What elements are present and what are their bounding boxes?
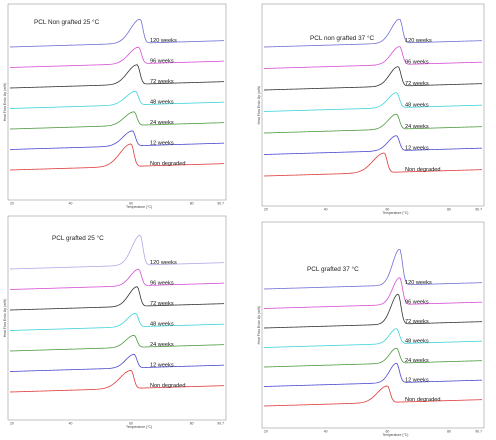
x-tick-label: 90.7	[217, 422, 224, 426]
series-label: 12 weeks	[405, 378, 429, 384]
series-line	[263, 293, 483, 329]
x-tick-label: 40	[69, 202, 73, 206]
series-label: 24 weeks	[405, 124, 429, 130]
x-tick-label: 20	[264, 208, 268, 212]
chart-title: PCL grafted 25 °C	[52, 234, 104, 242]
series-label: 120 weeks	[405, 38, 432, 44]
x-tick-label: 40	[324, 208, 328, 212]
series-line	[9, 268, 225, 290]
series-line	[263, 347, 483, 368]
x-tick-label: 20	[10, 422, 14, 426]
y-axis-label: Heat Flow Endo Up (mW)	[3, 83, 7, 122]
dsc-panel-1: PCL Non grafted 25 °C 20 40 60 80 90.7 Tempera…	[3, 3, 227, 209]
chart-title: PCL non grafted 37 °C	[310, 34, 375, 42]
x-tick-label: 90.7	[475, 208, 482, 212]
x-tick-label: 80	[190, 202, 194, 206]
series-label: 12 weeks	[150, 363, 174, 369]
series-line	[9, 130, 225, 150]
chart-title: PCL grafted 37 °C	[307, 265, 359, 273]
series-line	[263, 66, 483, 91]
x-axis-label: Temperature (°C)	[382, 433, 408, 437]
x-tick-label: 40	[324, 430, 328, 434]
series-line	[263, 362, 483, 387]
y-axis-label: Heat Flow Endo Up (mW)	[257, 86, 261, 125]
plot-frame	[7, 3, 227, 201]
series-label: 96 weeks	[405, 300, 429, 306]
x-tick-label: 40	[69, 422, 73, 426]
series-line	[9, 143, 225, 171]
series-label: Non degraded	[150, 383, 185, 389]
series-label: 72 weeks	[150, 79, 174, 85]
x-tick-label: 20	[10, 202, 14, 206]
series-line	[263, 18, 483, 48]
x-tick-label: 60	[385, 430, 389, 434]
series-line	[263, 46, 483, 69]
series-line	[263, 277, 483, 309]
series-line	[263, 248, 483, 290]
series-line	[9, 334, 225, 352]
x-axis-label: Temperature (°C)	[382, 211, 408, 215]
series-line	[9, 353, 225, 372]
x-axis-label: Temperature (°C)	[126, 205, 152, 209]
series-line	[263, 385, 483, 407]
series-label: 120 weeks	[150, 38, 177, 44]
series-line	[9, 90, 225, 109]
series-line	[9, 234, 225, 270]
series-label: 48 weeks	[150, 322, 174, 328]
series-line	[263, 152, 483, 177]
series-label: 12 weeks	[150, 141, 174, 147]
plot-frame	[261, 221, 485, 429]
series-line	[9, 312, 225, 331]
series-label: 48 weeks	[405, 103, 429, 109]
x-tick-label: 20	[264, 430, 268, 434]
series-label: Non degraded	[405, 397, 440, 403]
series-line	[263, 328, 483, 348]
series-line	[263, 92, 483, 112]
series-label: 24 weeks	[150, 342, 174, 348]
y-axis-label: Heat Flow Endo Up (mW)	[257, 306, 261, 345]
x-tick-label: 60	[129, 202, 133, 206]
dsc-panel-2: PCL non grafted 37 °C 20 40 60 80 90.7 Tempera…	[257, 3, 485, 215]
x-tick-label: 90.7	[217, 202, 224, 206]
x-tick-label: 80	[447, 208, 451, 212]
series-label: 120 weeks	[405, 280, 432, 286]
x-tick-label: 80	[447, 430, 451, 434]
series-label: 72 weeks	[405, 319, 429, 325]
series-label: 96 weeks	[150, 59, 174, 65]
plot-frame	[7, 215, 227, 421]
x-tick-label: 80	[190, 422, 194, 426]
x-axis-label: Temperature (°C)	[126, 425, 152, 429]
series-label: 96 weeks	[150, 281, 174, 287]
x-tick-label: 90.7	[475, 430, 482, 434]
series-line	[9, 18, 225, 48]
series-label: 120 weeks	[150, 260, 177, 266]
series-label: Non degraded	[150, 161, 185, 167]
x-tick-label: 60	[129, 422, 133, 426]
series-label: 72 weeks	[405, 81, 429, 87]
dsc-panel-4: PCL grafted 37 °C 20 40 60 80 90.7 Temperature…	[257, 221, 485, 437]
x-tick-label: 60	[385, 208, 389, 212]
series-line	[263, 113, 483, 134]
series-line	[263, 135, 483, 155]
series-label: 24 weeks	[150, 120, 174, 126]
series-line	[9, 370, 225, 393]
series-label: 96 weeks	[405, 60, 429, 66]
series-line	[9, 64, 225, 89]
series-line	[9, 46, 225, 68]
y-axis-label: Heat Flow Endo Up (mW)	[3, 299, 7, 338]
chart-title: PCL Non grafted 25 °C	[34, 18, 100, 26]
series-label: 72 weeks	[150, 301, 174, 307]
series-line	[9, 286, 225, 311]
series-label: Non degraded	[405, 167, 440, 173]
dsc-panel-3: PCL grafted 25 °C 20 40 60 80 90.7 Temperature…	[3, 215, 227, 429]
series-label: 48 weeks	[150, 100, 174, 106]
series-label: 12 weeks	[405, 146, 429, 152]
series-label: 48 weeks	[405, 339, 429, 345]
series-label: 24 weeks	[405, 358, 429, 364]
plot-frame	[261, 3, 485, 207]
series-line	[9, 111, 225, 130]
